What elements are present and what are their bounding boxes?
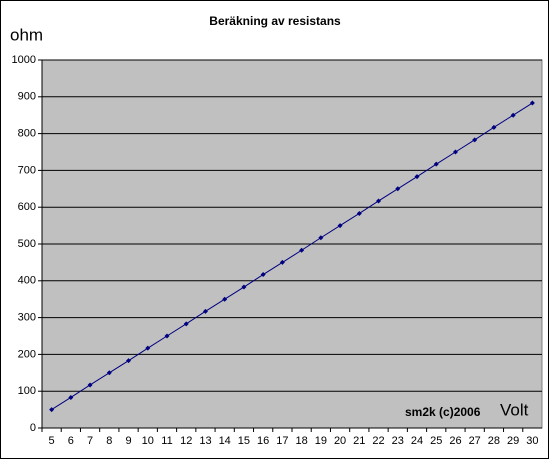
x-tick-label: 20 — [334, 435, 346, 447]
data-point — [491, 124, 497, 130]
x-tick-label: 9 — [125, 435, 131, 447]
data-point — [106, 370, 112, 376]
y-tick-label: 400 — [18, 275, 36, 287]
data-point — [337, 223, 343, 229]
x-tick-label: 7 — [87, 435, 93, 447]
y-tick-label: 700 — [18, 164, 36, 176]
data-point — [260, 272, 266, 278]
y-axis-label: ohm — [10, 25, 43, 44]
x-tick-label: 25 — [430, 435, 442, 447]
data-point — [68, 394, 74, 400]
x-tick-label: 16 — [257, 435, 269, 447]
x-tick-label: 19 — [315, 435, 327, 447]
data-point — [510, 112, 516, 118]
x-tick-label: 26 — [449, 435, 461, 447]
data-point — [49, 407, 55, 413]
x-tick-label: 15 — [238, 435, 250, 447]
x-tick-label: 18 — [295, 435, 307, 447]
data-point — [87, 382, 93, 388]
x-tick-label: 14 — [219, 435, 231, 447]
y-tick-label: 600 — [18, 201, 36, 213]
data-point — [222, 296, 228, 302]
y-tick-label: 200 — [18, 348, 36, 360]
x-tick-label: 8 — [106, 435, 112, 447]
y-tick-label: 900 — [18, 91, 36, 103]
x-tick-label: 23 — [392, 435, 404, 447]
y-tick-label: 300 — [18, 312, 36, 324]
x-tick-label: 10 — [142, 435, 154, 447]
data-point — [318, 235, 324, 241]
x-tick-label: 12 — [180, 435, 192, 447]
x-axis-label: Volt — [500, 400, 529, 419]
x-tick-label: 6 — [68, 435, 74, 447]
x-tick-label: 13 — [199, 435, 211, 447]
data-point — [395, 186, 401, 192]
x-tick-label: 29 — [507, 435, 519, 447]
data-point — [202, 308, 208, 314]
data-line — [51, 102, 533, 411]
data-point — [241, 284, 247, 290]
data-point — [183, 321, 189, 327]
x-tick-label: 17 — [276, 435, 288, 447]
y-tick-label: 100 — [18, 385, 36, 397]
data-point — [299, 247, 305, 253]
data-point — [452, 149, 458, 155]
data-point — [126, 358, 132, 364]
y-tick-label: 500 — [18, 238, 36, 250]
data-point — [433, 161, 439, 167]
x-tick-label: 22 — [372, 435, 384, 447]
data-point — [529, 100, 535, 106]
data-point — [472, 137, 478, 143]
y-tick-label: 0 — [30, 422, 36, 434]
x-tick-label: 30 — [526, 435, 538, 447]
x-tick-label: 28 — [488, 435, 500, 447]
data-point — [145, 345, 151, 351]
y-tick-label: 800 — [18, 128, 36, 140]
data-point — [279, 259, 285, 265]
data-point — [164, 333, 170, 339]
chart-title: Beräkning av resistans — [209, 14, 341, 28]
data-point — [414, 174, 420, 180]
annotation: sm2k (c)2006 — [405, 405, 481, 419]
data-point — [356, 210, 362, 216]
y-tick-label: 1000 — [12, 54, 36, 66]
x-tick-label: 27 — [469, 435, 481, 447]
x-tick-label: 21 — [353, 435, 365, 447]
x-tick-label: 11 — [161, 435, 172, 447]
x-tick-label: 5 — [49, 435, 55, 447]
x-tick-label: 24 — [411, 435, 423, 447]
data-point — [376, 198, 382, 204]
